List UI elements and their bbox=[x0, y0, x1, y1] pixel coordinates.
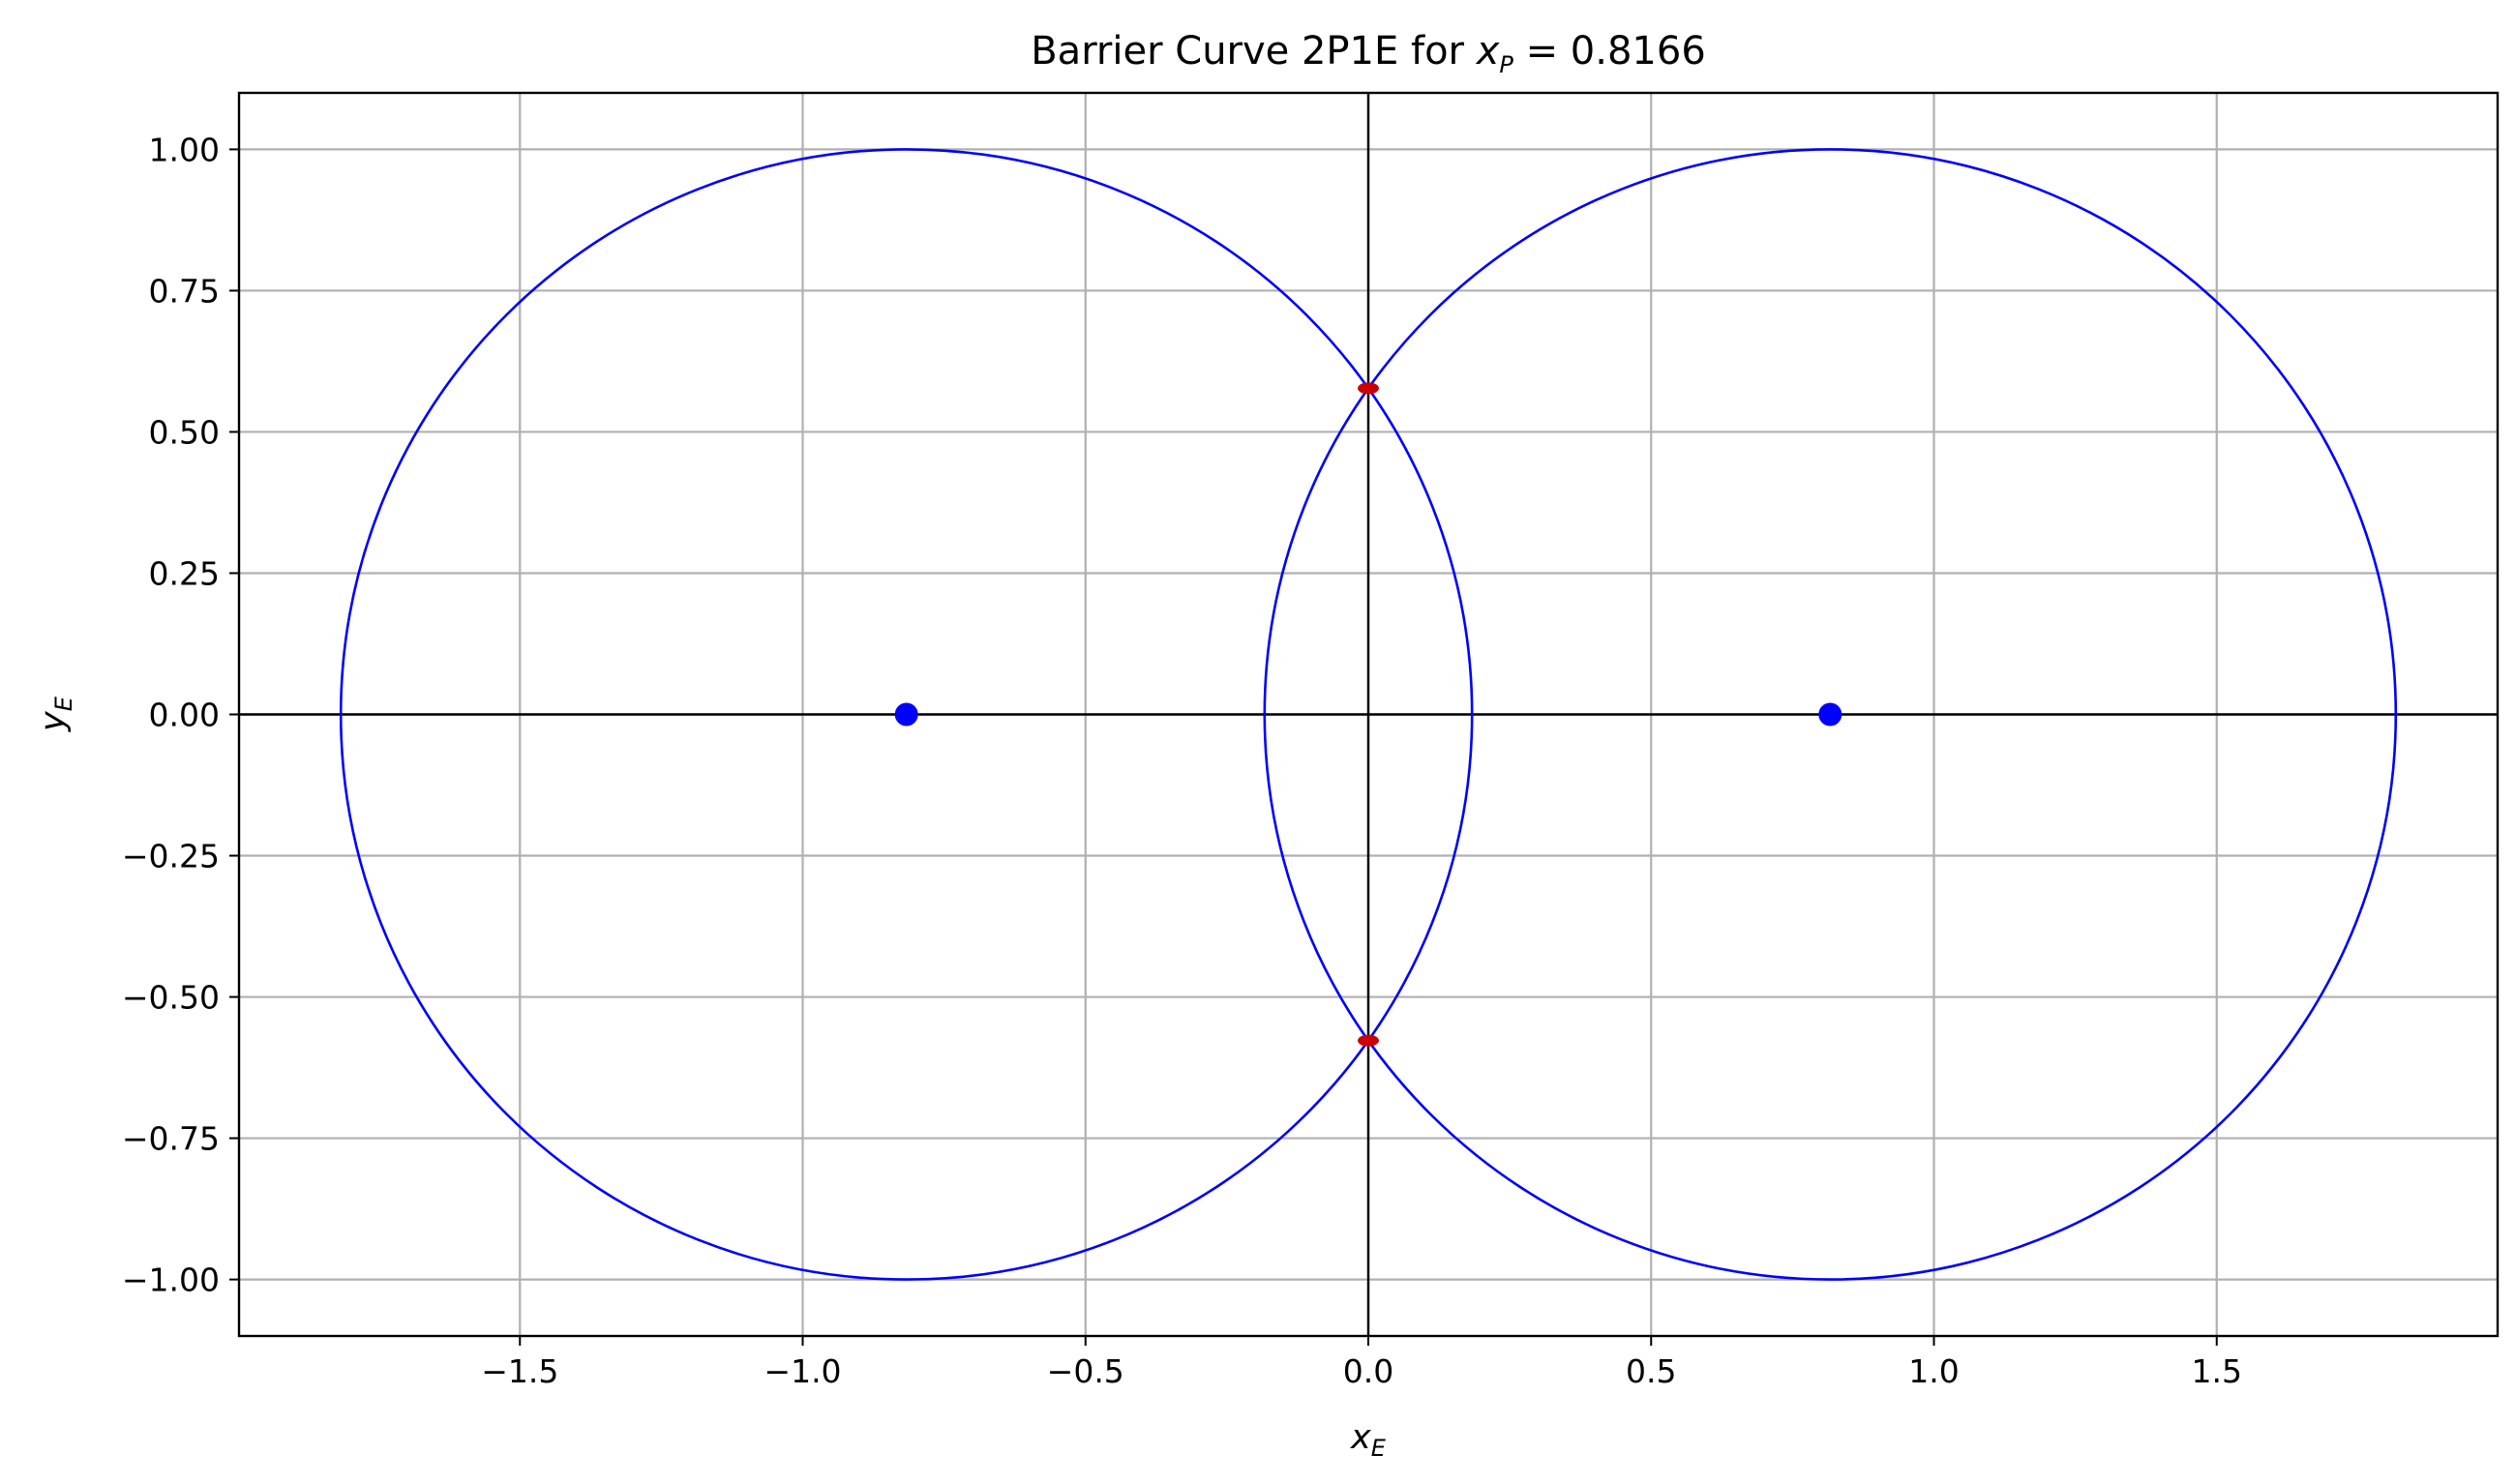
y-tick-label: 0.25 bbox=[149, 554, 220, 592]
chart-title-prefix: Barrier Curve 2P1E for bbox=[1031, 29, 1476, 74]
y-axis-label-sub: E bbox=[50, 696, 77, 711]
center-point bbox=[1818, 702, 1842, 727]
y-tick-label: −0.75 bbox=[122, 1120, 220, 1158]
barrier-circle bbox=[1263, 148, 2398, 1281]
y-axis-label-var: y bbox=[34, 710, 73, 732]
x-axis-label: xE bbox=[1350, 1418, 1387, 1462]
barrier-circle bbox=[339, 148, 1474, 1281]
chart-title-suffix: = 0.8166 bbox=[1513, 29, 1706, 74]
x-tick-label: 0.0 bbox=[1343, 1352, 1393, 1390]
intersection-marker bbox=[1358, 382, 1379, 395]
reference-lines bbox=[239, 93, 2498, 1336]
y-axis-label: yE bbox=[34, 696, 77, 732]
y-tick-label: −1.00 bbox=[122, 1261, 220, 1299]
chart-title: Barrier Curve 2P1E for xP = 0.8166 bbox=[1031, 29, 1706, 78]
points bbox=[894, 382, 1842, 1047]
y-tick-label: −0.25 bbox=[122, 838, 220, 876]
y-tick-label: 1.00 bbox=[149, 131, 220, 168]
x-tick-label: 0.5 bbox=[1626, 1352, 1676, 1390]
intersection-marker bbox=[1358, 1034, 1379, 1047]
y-tick-label: −0.50 bbox=[122, 979, 220, 1017]
chart-title-sub: P bbox=[1499, 51, 1513, 78]
y-tick-label: 0.50 bbox=[149, 413, 220, 451]
x-axis-label-sub: E bbox=[1371, 1435, 1387, 1462]
y-axis-ticks: 1.00 0.75 0.50 0.25 0.00 −0.25 −0.50 −0.75 −1.00 bbox=[122, 131, 239, 1299]
x-tick-label: −1.0 bbox=[764, 1352, 841, 1390]
y-tick-label: 0.00 bbox=[149, 697, 220, 734]
center-point bbox=[894, 702, 918, 727]
x-axis-label-var: x bbox=[1350, 1418, 1371, 1457]
x-tick-label: −1.5 bbox=[481, 1352, 558, 1390]
x-tick-label: 1.0 bbox=[1908, 1352, 1959, 1390]
x-tick-label: 1.5 bbox=[2191, 1352, 2241, 1390]
plot-frame bbox=[237, 91, 2500, 1338]
chart-title-var: x bbox=[1475, 29, 1500, 74]
curves bbox=[339, 148, 2398, 1281]
y-tick-label: 0.75 bbox=[149, 272, 220, 310]
x-axis-ticks: −1.5 −1.0 −0.5 0.0 0.5 1.0 1.5 bbox=[481, 1336, 2242, 1390]
x-tick-label: −0.5 bbox=[1047, 1352, 1124, 1390]
